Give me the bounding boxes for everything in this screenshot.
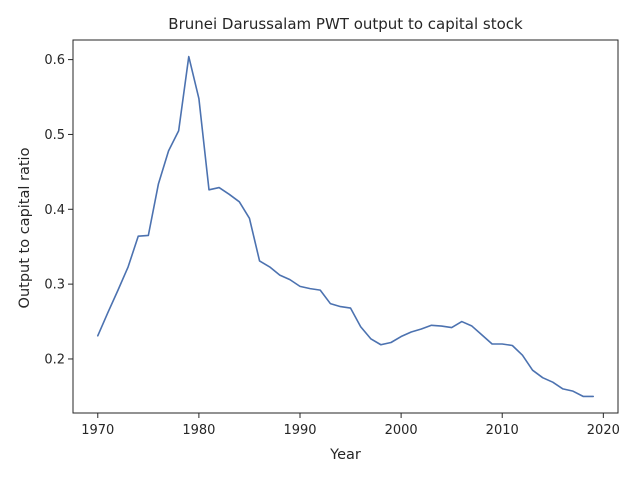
chart-title: Brunei Darussalam PWT output to capital … [168,15,523,33]
y-tick-label: 0.5 [44,128,65,143]
x-tick-label: 1990 [283,423,316,438]
y-tick-label: 0.4 [44,203,65,218]
x-tick-label: 1970 [81,423,114,438]
y-tick-label: 0.2 [44,352,65,367]
x-tick-label: 1980 [182,423,215,438]
y-tick-label: 0.3 [44,278,65,293]
y-tick-label: 0.6 [44,53,65,68]
x-tick-label: 2000 [385,423,418,438]
x-axis: 1970 1980 1990 2000 2010 2020 [81,413,620,438]
plot-area [72,39,619,414]
y-axis: 0.2 0.3 0.4 0.5 0.6 [44,53,73,367]
y-axis-title: Output to capital ratio [17,147,33,308]
x-axis-title: Year [329,447,361,463]
x-tick-label: 2020 [587,423,620,438]
plot-frame [72,39,619,414]
x-tick-label: 2010 [486,423,519,438]
series-line [96,55,595,398]
